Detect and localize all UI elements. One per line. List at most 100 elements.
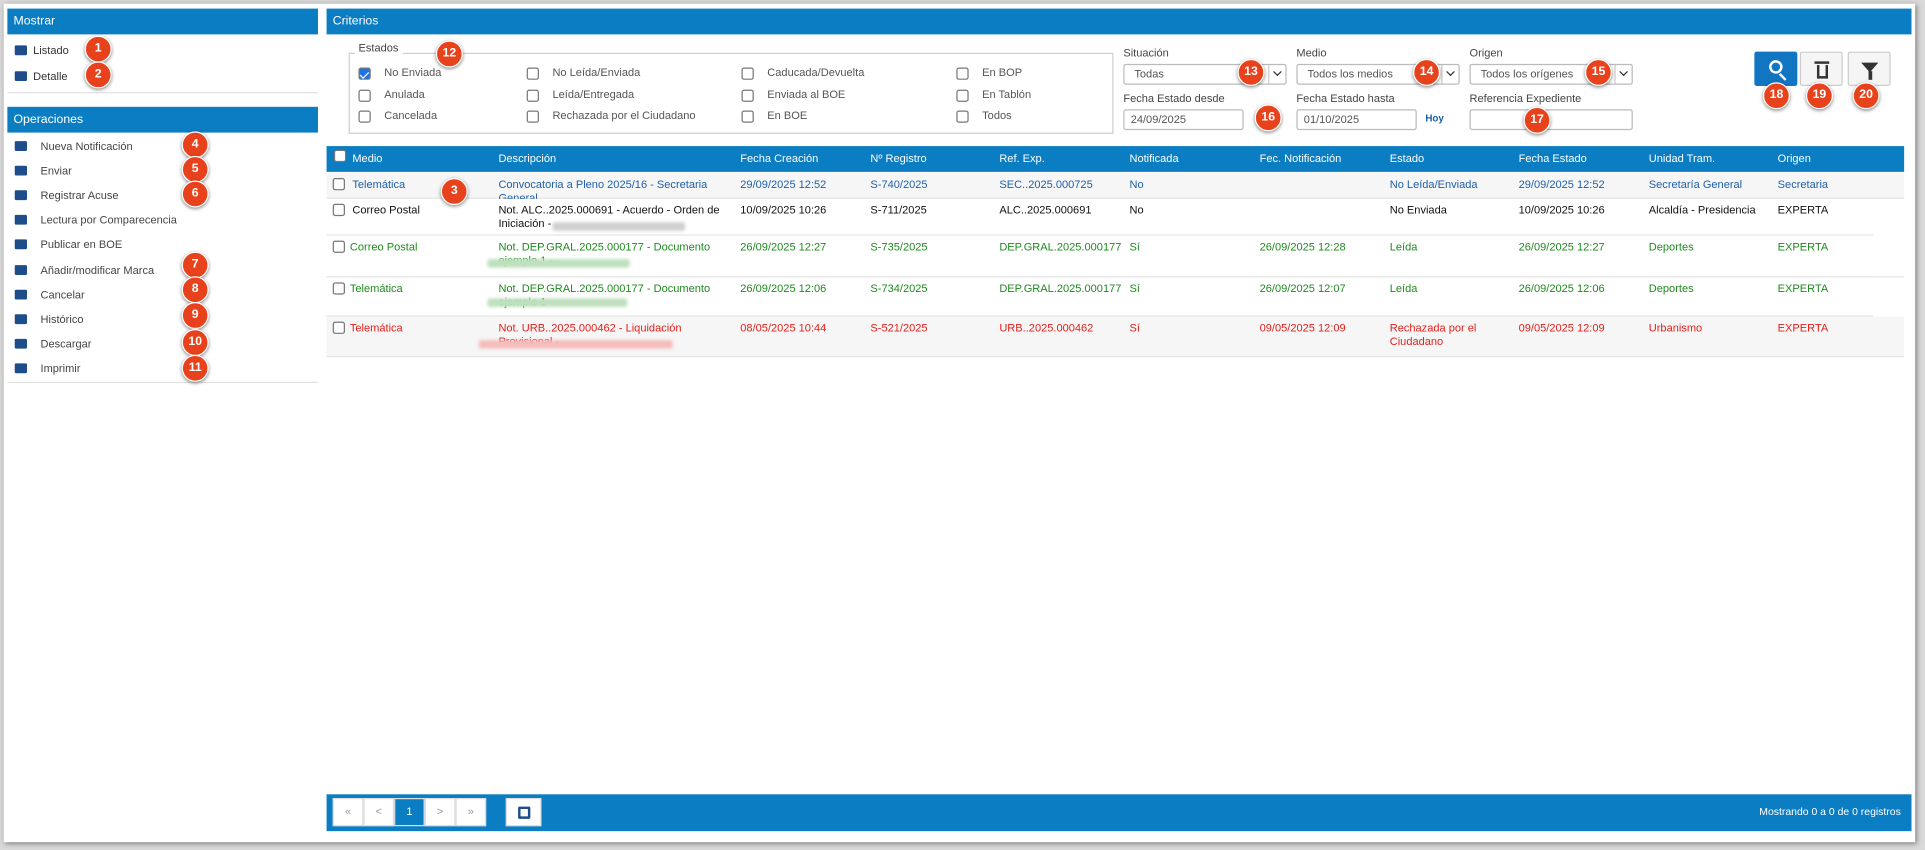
checkbox[interactable] xyxy=(526,67,539,80)
checkbox[interactable] xyxy=(358,110,371,123)
select-value[interactable]: Todos los medios xyxy=(1307,67,1393,80)
checkbox[interactable] xyxy=(526,110,539,123)
filter-button[interactable] xyxy=(1847,51,1891,86)
checkbox-label[interactable]: En BOE xyxy=(767,109,808,122)
table-cell: S-711/2025 xyxy=(870,203,927,217)
select-divider xyxy=(1268,65,1270,84)
export-button[interactable] xyxy=(505,797,542,827)
checkbox[interactable] xyxy=(332,282,345,295)
icon xyxy=(14,165,28,176)
input-value[interactable]: 01/10/2025 xyxy=(1303,112,1360,126)
checkbox[interactable] xyxy=(741,67,754,80)
checkbox-label[interactable]: En BOP xyxy=(982,66,1023,79)
column-header[interactable]: Fecha Creación xyxy=(740,152,819,165)
table-cell: 26/09/2025 12:06 xyxy=(740,282,827,295)
menu-item[interactable]: Lectura por Comparecencia xyxy=(40,213,177,227)
column-header[interactable]: Descripción xyxy=(498,152,557,165)
column-header[interactable]: Estado xyxy=(1389,152,1425,165)
menu-item[interactable]: Histórico xyxy=(40,312,84,325)
checkbox[interactable] xyxy=(956,89,969,102)
table-cell: 10/09/2025 10:26 xyxy=(740,203,827,217)
checkbox[interactable] xyxy=(526,89,539,102)
clear-button[interactable] xyxy=(1799,51,1843,86)
column-header[interactable]: Notificada xyxy=(1129,152,1179,165)
pager-button[interactable] xyxy=(455,797,487,827)
checkbox[interactable] xyxy=(358,89,371,102)
column-header[interactable]: Ref. Exp. xyxy=(999,152,1045,165)
text-input[interactable] xyxy=(1296,109,1417,131)
column-header[interactable]: Unidad Tram. xyxy=(1648,152,1716,165)
checkbox[interactable] xyxy=(956,67,969,80)
checkbox-label[interactable]: Cancelada xyxy=(384,109,438,122)
filter-funnel xyxy=(1861,62,1879,73)
menu-item[interactable]: Detalle xyxy=(33,69,68,83)
checkbox[interactable] xyxy=(741,89,754,102)
field-label: Fecha Estado hasta xyxy=(1296,92,1395,105)
menu-item[interactable]: Añadir/modificar Marca xyxy=(40,263,155,276)
callout-badge: 19 xyxy=(1805,82,1833,110)
menu-item[interactable]: Publicar en BOE xyxy=(40,238,123,251)
table-cell: 08/05/2025 10:44 xyxy=(740,321,827,334)
checkbox-label[interactable]: No Leída/Enviada xyxy=(552,66,641,79)
field-label: Medio xyxy=(1296,46,1327,59)
checkbox[interactable] xyxy=(956,110,969,123)
input-value[interactable]: 24/09/2025 xyxy=(1130,112,1186,126)
checkbox-label[interactable]: Caducada/Devuelta xyxy=(767,66,865,79)
menu-item[interactable]: Cancelar xyxy=(40,288,85,301)
footer-status: Mostrando 0 a 0 de 0 registros xyxy=(1759,805,1901,818)
callout-badge: 14 xyxy=(1413,58,1441,86)
pager-label[interactable]: « xyxy=(344,805,352,818)
today-link[interactable]: Hoy xyxy=(1425,112,1444,124)
table-row[interactable] xyxy=(326,316,1905,358)
column-header[interactable]: Origen xyxy=(1777,152,1811,165)
pager-label[interactable]: 1 xyxy=(406,805,413,818)
table-row[interactable] xyxy=(326,277,1874,317)
checkbox-label[interactable]: En Tablón xyxy=(982,87,1032,101)
search-button[interactable] xyxy=(1754,51,1798,86)
trash-body xyxy=(1816,65,1828,79)
trash-lid xyxy=(1814,61,1830,64)
menu-item[interactable]: Listado xyxy=(33,44,69,57)
table-row[interactable] xyxy=(326,173,1905,199)
table-cell: No Enviada xyxy=(1389,203,1447,217)
table-row[interactable] xyxy=(326,235,1905,278)
pager-label[interactable]: » xyxy=(467,805,474,818)
pager-button[interactable] xyxy=(332,797,364,827)
checkbox[interactable] xyxy=(741,110,754,123)
callout-badge: 18 xyxy=(1762,82,1790,110)
menu-item[interactable]: Enviar xyxy=(40,164,72,177)
checkbox[interactable] xyxy=(332,321,345,334)
table-cell: URB..2025.000462 xyxy=(999,321,1094,334)
checkbox[interactable] xyxy=(358,67,371,80)
table-cell: EXPERTA xyxy=(1777,203,1829,217)
menu-item[interactable]: Nueva Notificación xyxy=(40,139,133,153)
pager-label[interactable]: > xyxy=(436,805,444,818)
checkbox-label[interactable]: Enviada al BOE xyxy=(767,87,846,101)
checkbox[interactable] xyxy=(333,149,347,163)
checkbox-label[interactable]: Rechazada por el Ciudadano xyxy=(552,109,696,122)
text-input[interactable] xyxy=(1123,109,1244,131)
pager-label[interactable]: < xyxy=(375,805,382,818)
column-header[interactable]: Nº Registro xyxy=(870,152,927,165)
checkbox[interactable] xyxy=(332,178,345,191)
select-value[interactable]: Todas xyxy=(1134,67,1164,80)
text-input[interactable] xyxy=(1469,109,1633,131)
checkbox-label[interactable]: No Enviada xyxy=(384,66,442,79)
table-cell: ALC..2025.000691 xyxy=(999,203,1092,217)
column-header[interactable]: Fecha Estado xyxy=(1518,152,1587,165)
pager-button[interactable] xyxy=(394,797,425,827)
checkbox-label[interactable]: Leída/Entregada xyxy=(552,87,635,101)
select-value[interactable]: Todos los orígenes xyxy=(1480,67,1574,80)
table-cell: 26/09/2025 12:06 xyxy=(1518,282,1605,295)
checkbox[interactable] xyxy=(332,240,345,253)
checkbox-label[interactable]: Anulada xyxy=(384,87,425,101)
menu-item[interactable]: Descargar xyxy=(40,337,92,350)
menu-item[interactable]: Imprimir xyxy=(40,362,81,375)
checkbox-label[interactable]: Todos xyxy=(982,109,1012,122)
pager-button[interactable] xyxy=(424,797,456,827)
checkbox[interactable] xyxy=(332,203,345,217)
menu-item[interactable]: Registrar Acuse xyxy=(40,189,119,202)
pager-button[interactable] xyxy=(363,797,395,827)
column-header[interactable]: Medio xyxy=(352,152,383,165)
column-header[interactable]: Fec. Notificación xyxy=(1259,152,1342,165)
